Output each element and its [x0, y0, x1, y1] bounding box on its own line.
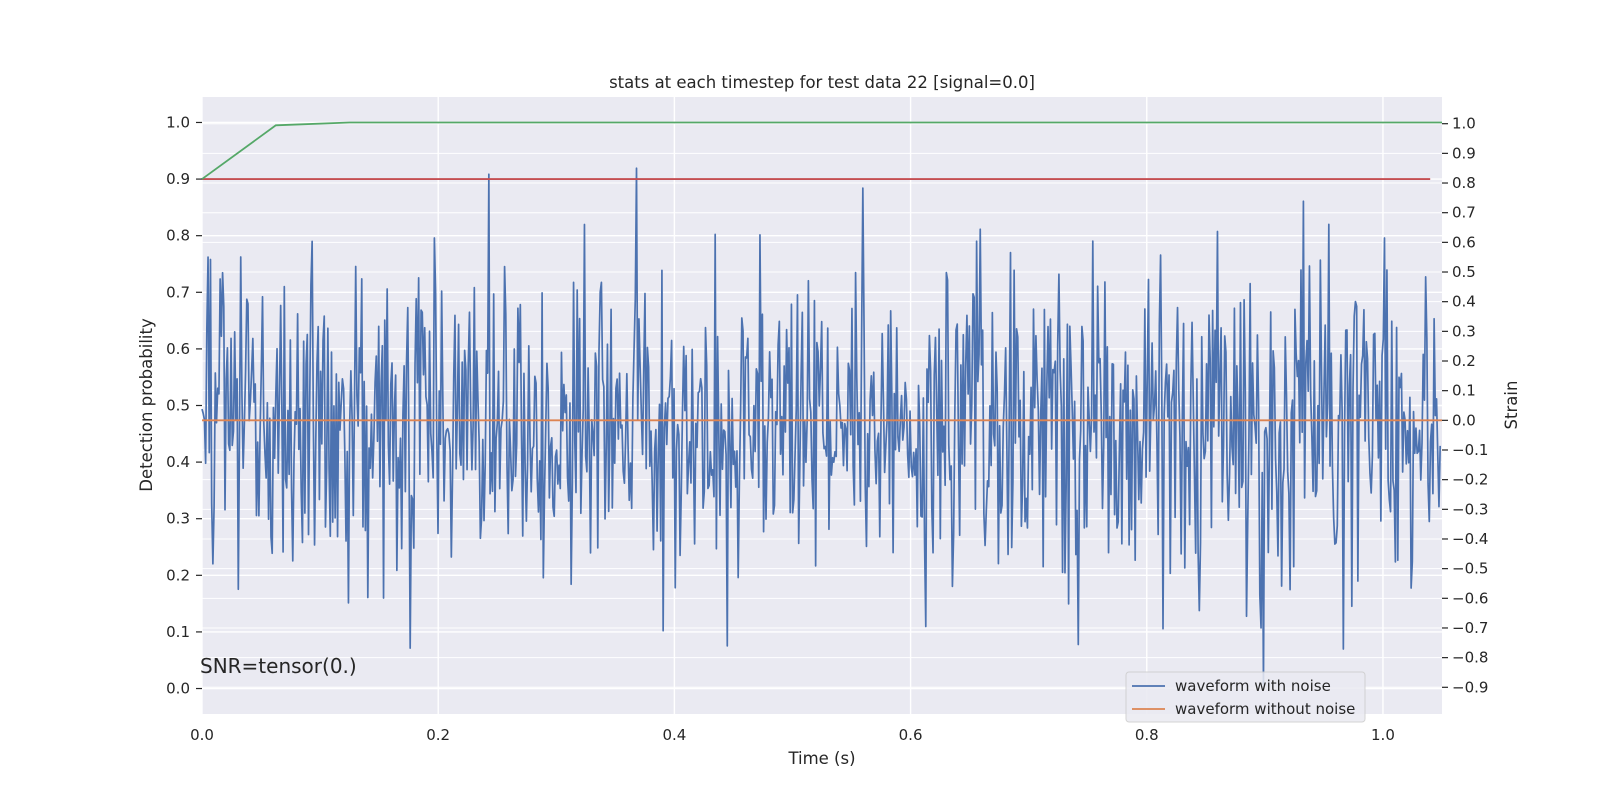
y-left-tick-label: 0.5: [166, 397, 190, 415]
y-right-tick-label: 0.9: [1452, 144, 1476, 162]
legend: waveform with noise waveform without noi…: [1125, 671, 1366, 723]
y-right-tick-label: −0.9: [1452, 678, 1488, 696]
y-left-tick-label: 0.4: [166, 453, 190, 471]
y-right-tick-label: 0.6: [1452, 233, 1476, 251]
y-right-tick-label: −0.8: [1452, 649, 1488, 667]
y-right-tick-label: 0.5: [1452, 263, 1476, 281]
x-tick-label: 0.8: [1135, 726, 1159, 744]
y-right-tick-label: −0.6: [1452, 589, 1488, 607]
y-right-tick-label: 0.8: [1452, 174, 1476, 192]
x-tick-label: 0.2: [426, 726, 450, 744]
y-right-tick-label: 1.0: [1452, 115, 1476, 133]
y-right-tick-label: −0.4: [1452, 530, 1488, 548]
y-right-tick-label: 0.1: [1452, 382, 1476, 400]
y-left-ticks: 0.0 0.1 0.2 0.3 0.4 0.5 0.6 0.7 0.8 0.9 1.0: [166, 113, 202, 698]
y-left-tick-label: 0.6: [166, 340, 190, 358]
y-left-tick-label: 0.2: [166, 566, 190, 584]
x-tick-label: 1.0: [1371, 726, 1395, 744]
series-line-detection-probability: [201, 121, 1442, 180]
y-right-tick-label: 0.0: [1452, 411, 1476, 429]
y-left-tick-label: 0.0: [166, 680, 190, 698]
y-left-tick-label: 0.7: [166, 283, 190, 301]
legend-box: [1125, 671, 1366, 723]
y-axis-label-right: Strain: [1502, 381, 1521, 430]
y-right-tick-label: 0.2: [1452, 352, 1476, 370]
legend-label-clean: waveform without noise: [1175, 700, 1355, 718]
series-line-noisy-waveform: [201, 167, 1442, 686]
y-right-tick-label: −0.1: [1452, 441, 1488, 459]
y-right-tick-label: −0.7: [1452, 619, 1488, 637]
legend-label-noise: waveform with noise: [1175, 677, 1331, 695]
x-tick-label: 0.6: [899, 726, 923, 744]
y-right-tick-label: −0.3: [1452, 500, 1488, 518]
y-left-tick-label: 0.8: [166, 227, 190, 245]
x-ticks: 0.0 0.2 0.4 0.6 0.8 1.0: [190, 726, 1395, 744]
y-right-tick-label: 0.3: [1452, 322, 1476, 340]
x-axis-label: Time (s): [787, 749, 855, 768]
x-tick-label: 0.4: [662, 726, 686, 744]
y-right-tick-label: −0.5: [1452, 560, 1488, 578]
series-lines: [201, 121, 1442, 686]
y-left-tick-label: 0.1: [166, 623, 190, 641]
y-right-tick-label: 0.4: [1452, 293, 1476, 311]
snr-annotation: SNR=tensor(0.): [200, 654, 357, 678]
y-left-tick-label: 0.9: [166, 170, 190, 188]
chart-title: stats at each timestep for test data 22 …: [609, 73, 1035, 92]
x-tick-label: 0.0: [190, 726, 214, 744]
y-right-tick-label: −0.2: [1452, 471, 1488, 489]
y-left-tick-label: 0.3: [166, 510, 190, 528]
y-axis-label-left: Detection probability: [137, 318, 156, 492]
y-right-tick-label: 0.7: [1452, 204, 1476, 222]
y-right-ticks: −0.9 −0.8 −0.7 −0.6 −0.5 −0.4 −0.3 −0.2 −0.1 0.0 0…: [1442, 115, 1488, 696]
y-left-tick-label: 1.0: [166, 113, 190, 131]
